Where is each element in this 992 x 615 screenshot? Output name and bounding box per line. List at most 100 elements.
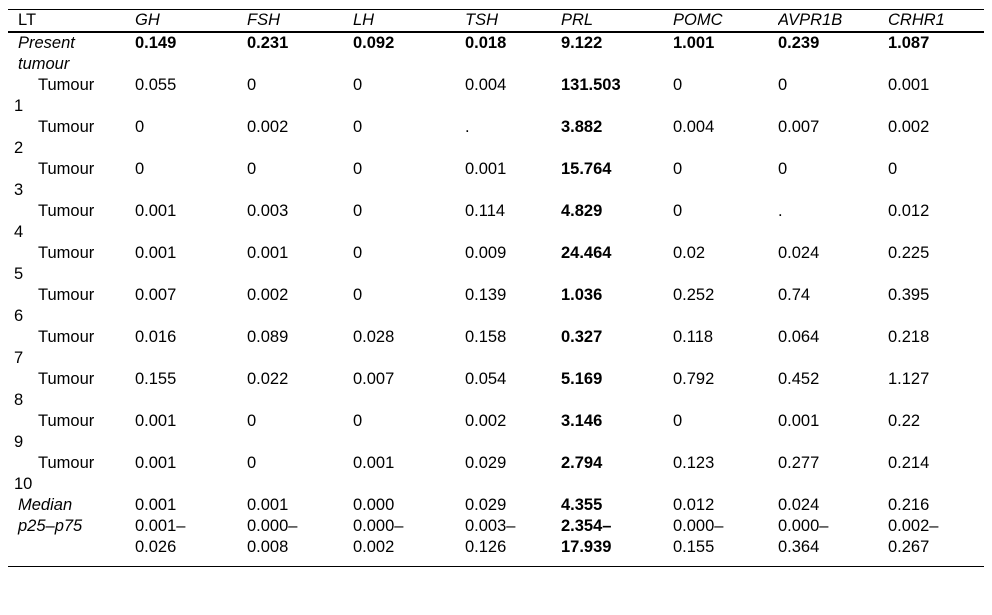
cell-fsh: 0: [247, 412, 257, 430]
cell-tsh: 0.054: [465, 370, 507, 388]
cell-crhr1: 0.214: [888, 454, 930, 472]
cell-lh: 0: [353, 412, 363, 430]
column-header-tsh: TSH: [465, 9, 561, 33]
cell-pomc: 0: [673, 202, 683, 220]
table-row: Tumour 5 0.001 0.001 0 0.009 24.464 0.02 0.024 0…: [8, 243, 984, 285]
column-header-prl: PRL: [561, 9, 673, 33]
cell-prl: 131.503: [561, 76, 621, 94]
cell-avpr1b: 0: [778, 76, 788, 94]
cell-gh: 0: [135, 118, 145, 136]
cell-tsh: 0.139: [465, 286, 507, 304]
table-row: Tumour 10 0.001 0 0.001 0.029 2.794 0.123 0.277…: [8, 453, 984, 495]
row-label: Median: [18, 496, 73, 514]
cell-avpr1b: 0.024: [778, 244, 820, 262]
cell-pomc: 0.004: [673, 118, 715, 136]
cell-gh: 0.055: [135, 76, 177, 94]
cell-prl: 3.146: [561, 412, 603, 430]
cell-gh: 0.001: [135, 496, 177, 514]
cell-fsh: 0.002: [247, 118, 289, 136]
cell-lh: 0: [353, 118, 363, 136]
cell-tsh: 0.002: [465, 412, 507, 430]
cell-crhr1: 0.216: [888, 496, 930, 514]
table-body: Present tumour 0.149 0.231 0.092 0.018 9.122 1…: [8, 32, 984, 567]
cell-gh: 0.001: [135, 454, 177, 472]
cell-prl: 2.354– 17.939: [561, 517, 612, 556]
cell-crhr1: 0.225: [888, 244, 930, 262]
table-row: Tumour 3 0 0 0 0.001 15.764 0 0 0: [8, 159, 984, 201]
cell-avpr1b: 0.000– 0.364: [778, 517, 829, 556]
cell-avpr1b: 0.277: [778, 454, 820, 472]
row-label: Tumour 4: [14, 202, 95, 241]
column-header-lh: LH: [353, 9, 465, 33]
cell-gh: 0.016: [135, 328, 177, 346]
cell-prl: 3.882: [561, 118, 603, 136]
table-row: Tumour 4 0.001 0.003 0 0.114 4.829 0. 0.012: [8, 201, 984, 243]
cell-avpr1b: 0.064: [778, 328, 820, 346]
cell-lh: 0.001: [353, 454, 395, 472]
cell-avpr1b: 0.001: [778, 412, 820, 430]
cell-fsh: 0.231: [247, 34, 289, 52]
cell-tsh: 0.114: [465, 202, 506, 220]
cell-crhr1: 0.22: [888, 412, 921, 430]
cell-avpr1b: 0.024: [778, 496, 820, 514]
cell-tsh: 0.004: [465, 76, 507, 94]
cell-avpr1b: 0.007: [778, 118, 820, 136]
cell-gh: 0.007: [135, 286, 177, 304]
cell-pomc: 0.252: [673, 286, 715, 304]
cell-gh: 0.001: [135, 202, 177, 220]
column-header-gh: GH: [135, 9, 247, 33]
cell-prl: 5.169: [561, 370, 603, 388]
cell-prl: 4.829: [561, 202, 603, 220]
cell-lh: 0: [353, 202, 363, 220]
row-label: Tumour 6: [14, 286, 95, 325]
cell-gh: 0.155: [135, 370, 177, 388]
cell-pomc: 0: [673, 76, 683, 94]
cell-crhr1: 0.012: [888, 202, 930, 220]
cell-fsh: 0.003: [247, 202, 289, 220]
row-label: Tumour 7: [14, 328, 95, 367]
row-label: Tumour 1: [14, 76, 95, 115]
cell-gh: 0: [135, 160, 145, 178]
cell-pomc: 0.02: [673, 244, 706, 262]
cell-prl: 15.764: [561, 160, 612, 178]
cell-fsh: 0.000– 0.008: [247, 517, 298, 556]
table-row: Tumour 1 0.055 0 0 0.004 131.503 0 0 0.001: [8, 75, 984, 117]
cell-avpr1b: 0: [778, 160, 788, 178]
cell-lh: 0.007: [353, 370, 395, 388]
column-header-avpr1b: AVPR1B: [778, 9, 888, 33]
cell-prl: 0.327: [561, 328, 603, 346]
cell-tsh: 0.018: [465, 34, 507, 52]
cell-avpr1b: 0.239: [778, 34, 820, 52]
gene-expression-table: LT GH FSH LH TSH PRL POMC AVPR1B CRHR1 Present t…: [8, 9, 984, 567]
cell-tsh: 0.001: [465, 160, 507, 178]
cell-avpr1b: 0.452: [778, 370, 820, 388]
cell-pomc: 0: [673, 412, 683, 430]
cell-avpr1b: .: [778, 202, 783, 220]
cell-lh: 0: [353, 160, 363, 178]
cell-crhr1: 0.395: [888, 286, 930, 304]
cell-tsh: 0.003– 0.126: [465, 517, 516, 556]
cell-crhr1: 0.002– 0.267: [888, 517, 939, 556]
cell-crhr1: 0: [888, 160, 898, 178]
cell-prl: 2.794: [561, 454, 603, 472]
row-label: Tumour 2: [14, 118, 95, 157]
table-row: Tumour 2 0 0.002 0. 3.882 0.004 0.007 0.002: [8, 117, 984, 159]
cell-lh: 0.000– 0.002: [353, 517, 404, 556]
cell-tsh: 0.029: [465, 454, 507, 472]
cell-gh: 0.001– 0.026: [135, 517, 186, 556]
cell-crhr1: 1.127: [888, 370, 930, 388]
cell-tsh: 0.158: [465, 328, 507, 346]
cell-gh: 0.001: [135, 244, 177, 262]
cell-fsh: 0: [247, 454, 257, 472]
cell-fsh: 0.001: [247, 496, 289, 514]
cell-crhr1: 0.002: [888, 118, 930, 136]
cell-lh: 0: [353, 76, 363, 94]
cell-fsh: 0.001: [247, 244, 289, 262]
cell-fsh: 0: [247, 160, 257, 178]
cell-pomc: 0: [673, 160, 683, 178]
row-label: Tumour 5: [14, 244, 95, 283]
cell-avpr1b: 0.74: [778, 286, 811, 304]
cell-lh: 0: [353, 244, 363, 262]
row-label: p25–p75: [18, 517, 83, 535]
